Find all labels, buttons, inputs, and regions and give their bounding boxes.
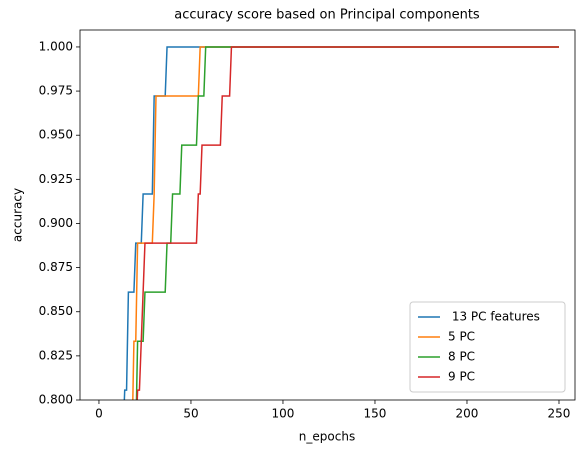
y-tick-label: 0.925 bbox=[39, 172, 73, 186]
y-tick-label: 0.900 bbox=[39, 216, 73, 230]
y-tick-label: 0.875 bbox=[39, 260, 73, 274]
series-layer bbox=[123, 46, 559, 400]
y-tick-label: 0.825 bbox=[39, 348, 73, 362]
legend-label: 9 PC bbox=[448, 370, 475, 384]
y-tick-label: 0.850 bbox=[39, 304, 73, 318]
chart-title: accuracy score based on Principal compon… bbox=[174, 8, 480, 23]
y-tick-label: 1.000 bbox=[39, 39, 73, 53]
x-tick-label: 200 bbox=[456, 407, 479, 421]
x-tick-label: 50 bbox=[183, 407, 198, 421]
y-tick-label: 0.800 bbox=[39, 393, 73, 407]
legend-label: 13 PC features bbox=[448, 310, 540, 324]
y-tick-label: 0.950 bbox=[39, 128, 73, 142]
axes-frame bbox=[79, 29, 576, 401]
x-tick-label: 150 bbox=[364, 407, 387, 421]
legend-label: 8 PC bbox=[448, 350, 475, 364]
x-tick-label: 250 bbox=[548, 407, 571, 421]
y-tick-label: 0.975 bbox=[39, 84, 73, 98]
x-tick-label: 0 bbox=[95, 407, 103, 421]
x-axis-label: n_epochs bbox=[299, 430, 355, 444]
x-tick-label: 100 bbox=[272, 407, 295, 421]
legend-box bbox=[409, 301, 566, 393]
legend-label: 5 PC bbox=[448, 330, 475, 344]
y-axis-label: accuracy bbox=[11, 188, 25, 242]
series-line bbox=[135, 46, 559, 400]
series-line bbox=[136, 46, 559, 400]
